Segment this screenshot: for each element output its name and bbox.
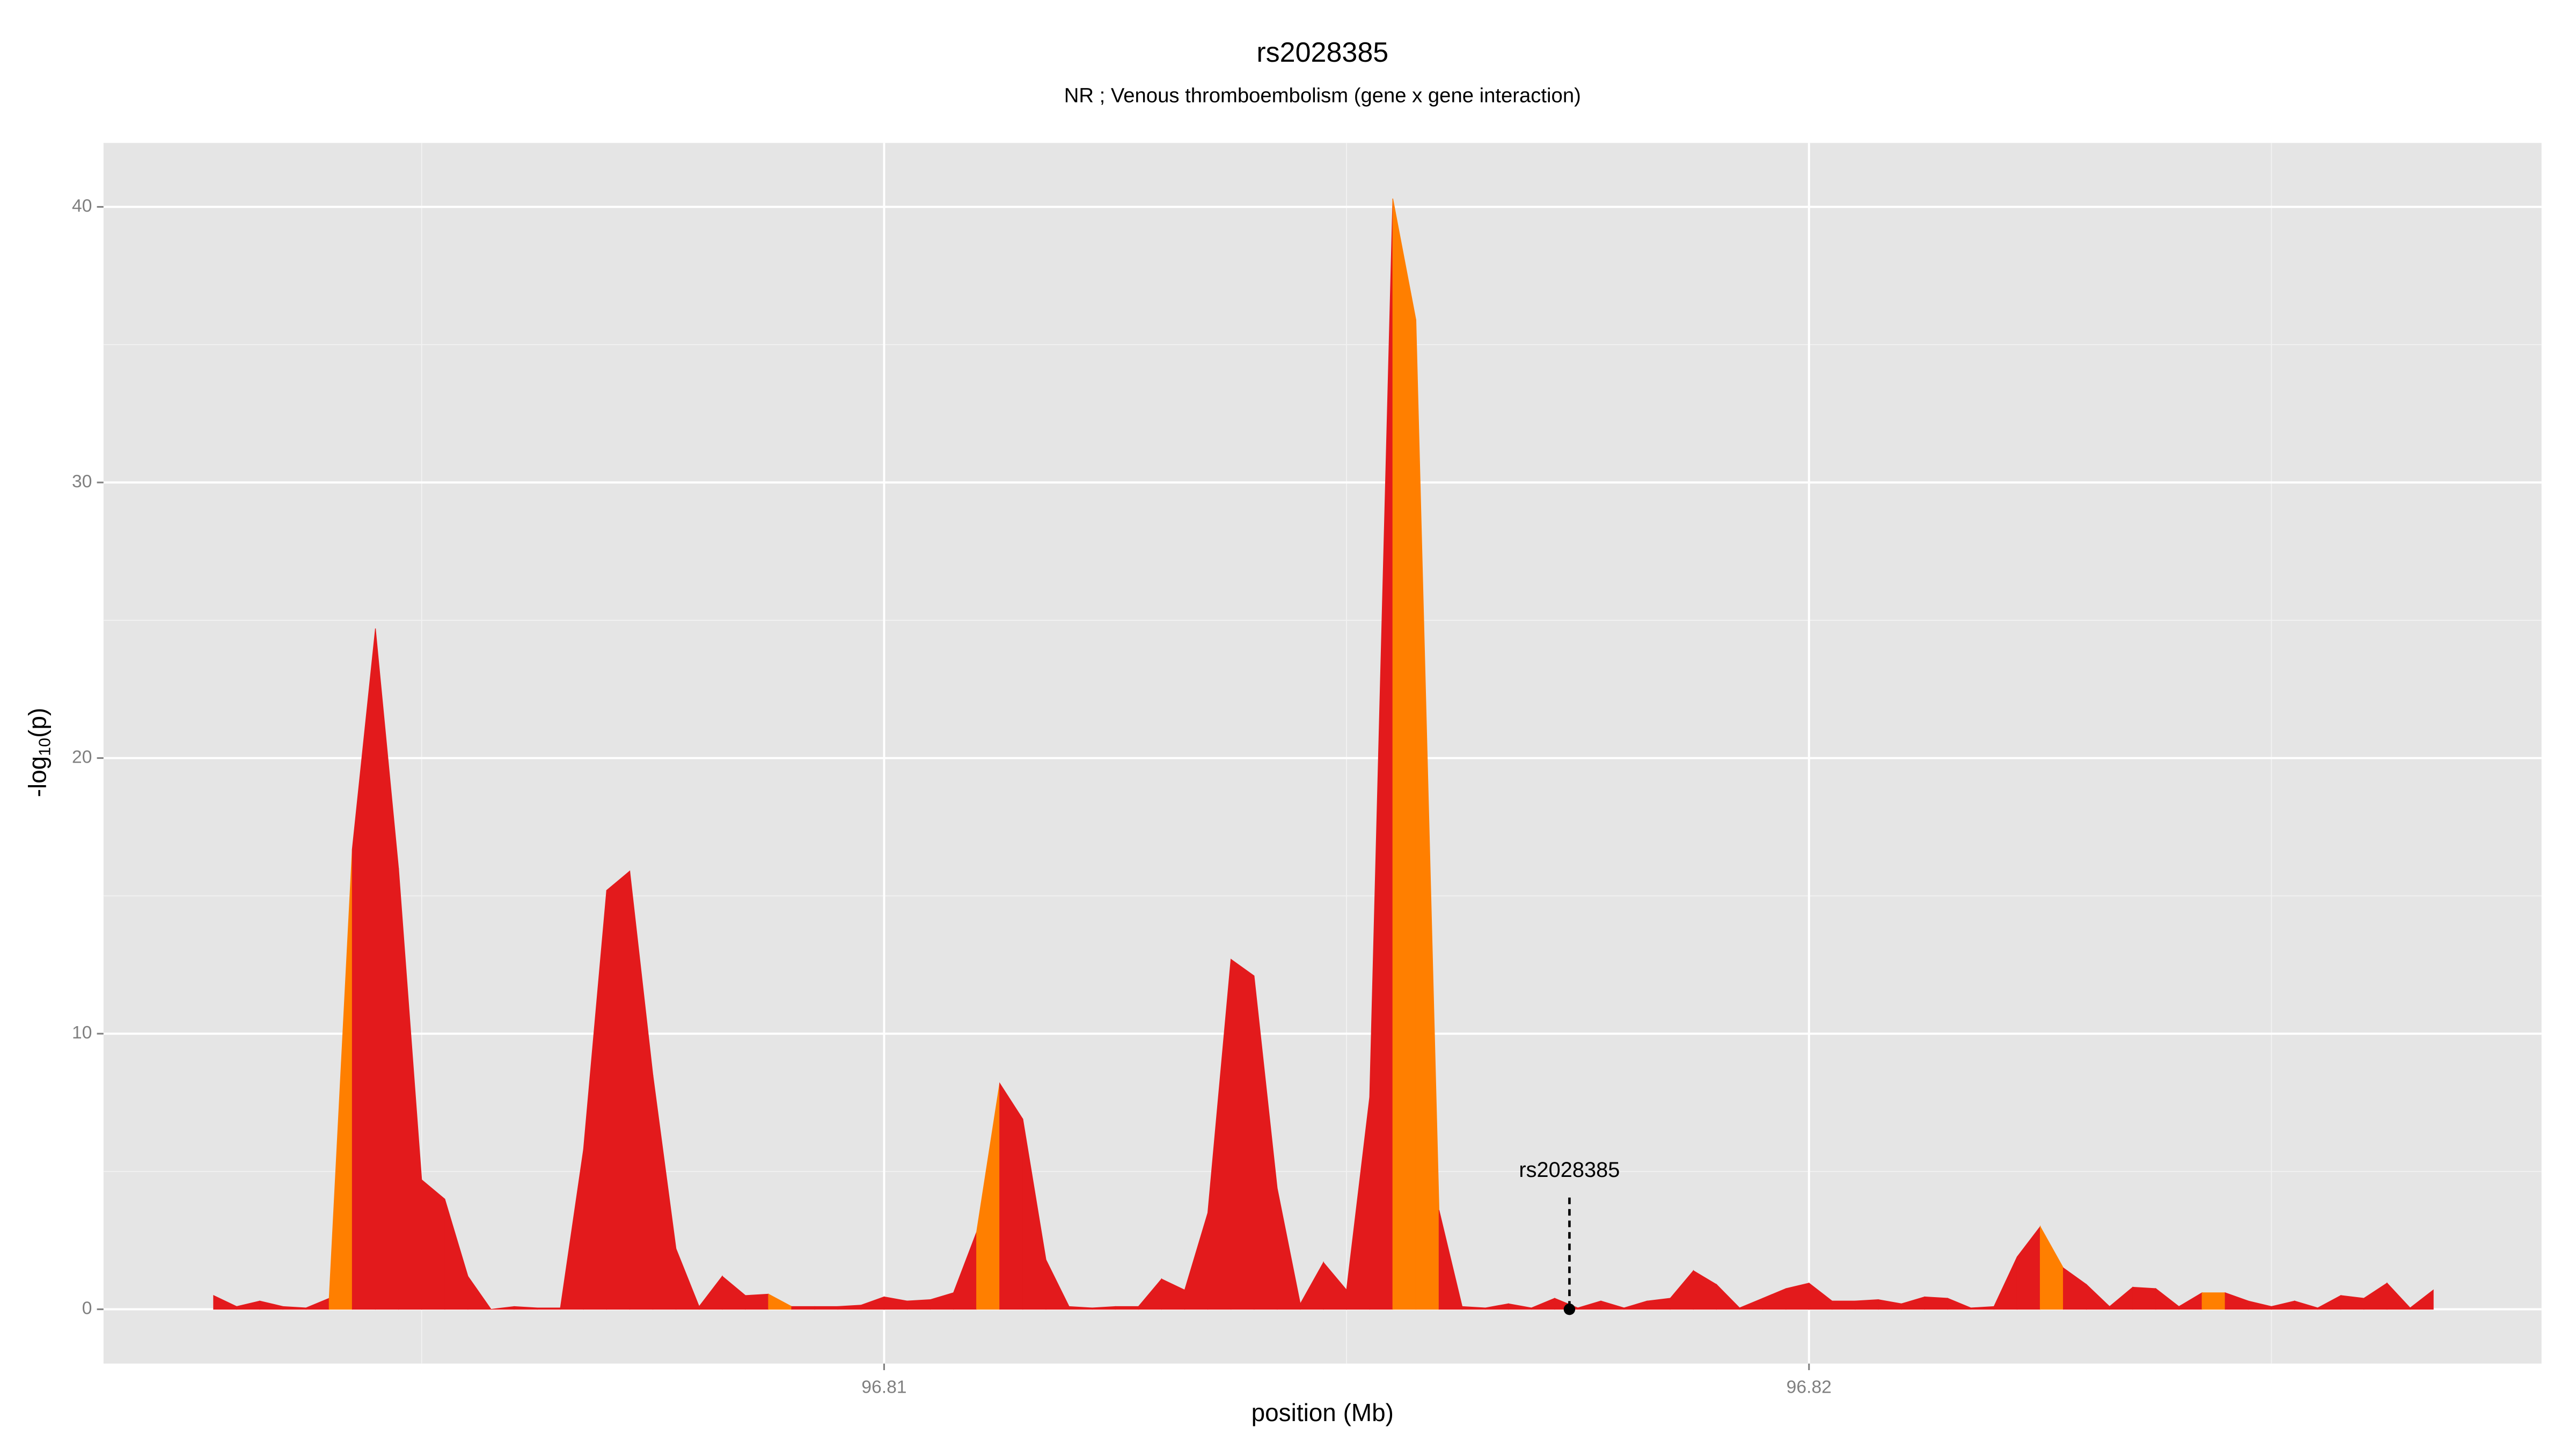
area-segment — [906, 1299, 931, 1310]
area-segment — [606, 870, 631, 1310]
area-segment — [791, 1306, 815, 1310]
y-axis-label: -log10(p) — [24, 708, 54, 797]
area-segment — [2132, 1286, 2156, 1310]
area-marks: rs2028385 — [213, 198, 2434, 1315]
y-tick-label: 10 — [72, 1023, 92, 1043]
area-segment — [745, 1293, 769, 1310]
annotation-point — [1563, 1303, 1576, 1315]
y-label-prefix: -log — [24, 756, 52, 797]
chart-title: rs2028385 — [1256, 37, 1388, 68]
y-tick-label: 30 — [72, 472, 92, 492]
area-segment — [1115, 1306, 1139, 1310]
x-tick-label: 96.81 — [861, 1378, 906, 1397]
area-segment — [1832, 1300, 1856, 1310]
annotation-label: rs2028385 — [1519, 1158, 1620, 1182]
area-segment — [2410, 1289, 2434, 1310]
area-segment — [537, 1307, 561, 1310]
area-segment — [1855, 1299, 1879, 1310]
y-label-suffix: (p) — [24, 708, 52, 738]
area-segment — [467, 1275, 492, 1310]
x-axis-label: position (Mb) — [1252, 1399, 1394, 1426]
area-segment — [2201, 1292, 2226, 1310]
area-segment — [421, 1179, 445, 1310]
area-segment — [1924, 1296, 1948, 1310]
y-tick-label: 20 — [72, 747, 92, 767]
area-segment — [999, 1082, 1023, 1310]
area-segment — [814, 1306, 838, 1310]
y-tick-label: 0 — [82, 1299, 92, 1319]
x-tick-label: 96.82 — [1787, 1378, 1832, 1397]
axes: 0 10 20 30 40 96.81 96.82 — [72, 196, 1832, 1397]
chart-subtitle: NR ; Venous thromboembolism (gene x gene… — [1064, 84, 1581, 107]
y-label-subscript: 10 — [36, 738, 54, 756]
plot-panel — [103, 143, 2542, 1364]
area-segment — [1231, 958, 1255, 1310]
area-segment — [1392, 198, 1416, 1310]
area-segment — [2340, 1295, 2365, 1310]
y-tick-label: 40 — [72, 196, 92, 216]
